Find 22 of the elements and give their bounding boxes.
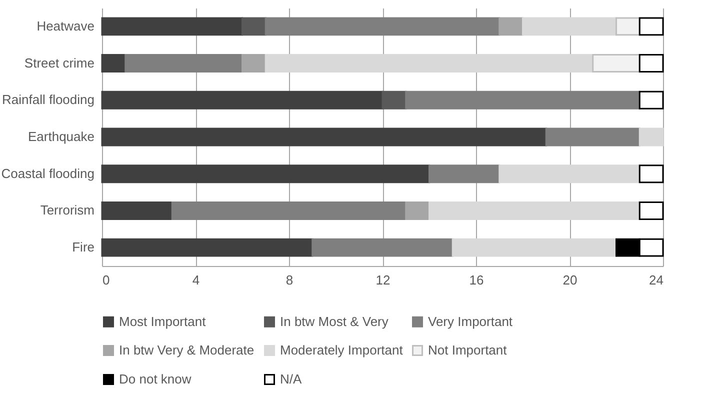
x-tick-label: 8 bbox=[286, 272, 294, 288]
x-tick-label: 12 bbox=[376, 272, 390, 288]
legend-label: Very Important bbox=[428, 314, 513, 329]
y-tick-label: Fire bbox=[72, 240, 94, 255]
legend-label: Most Important bbox=[119, 314, 206, 329]
legend-label: Moderately Important bbox=[280, 342, 404, 358]
y-tick-label: Coastal flooding bbox=[1, 166, 94, 181]
x-tick-label: 20 bbox=[562, 272, 578, 288]
x-tick-label: 16 bbox=[469, 272, 484, 288]
y-tick-label: Terrorism bbox=[40, 202, 94, 218]
legend-label: Not Important bbox=[428, 342, 508, 358]
x-tick-label: 0 bbox=[102, 272, 110, 288]
y-tick-label: Street crime bbox=[24, 55, 94, 70]
legend-label: In btw Very & Moderate bbox=[119, 342, 254, 358]
x-tick-label: 4 bbox=[192, 272, 200, 288]
y-tick-label: Heatwave bbox=[36, 18, 94, 34]
y-tick-label: Earthquake bbox=[28, 129, 94, 144]
legend-label: Do not know bbox=[119, 372, 192, 386]
x-tick-label: 24 bbox=[649, 272, 664, 288]
legend-label: In btw Most & Very bbox=[280, 314, 389, 329]
y-tick-label: Rainfall flooding bbox=[2, 92, 94, 108]
legend-label: N/A bbox=[280, 372, 302, 386]
